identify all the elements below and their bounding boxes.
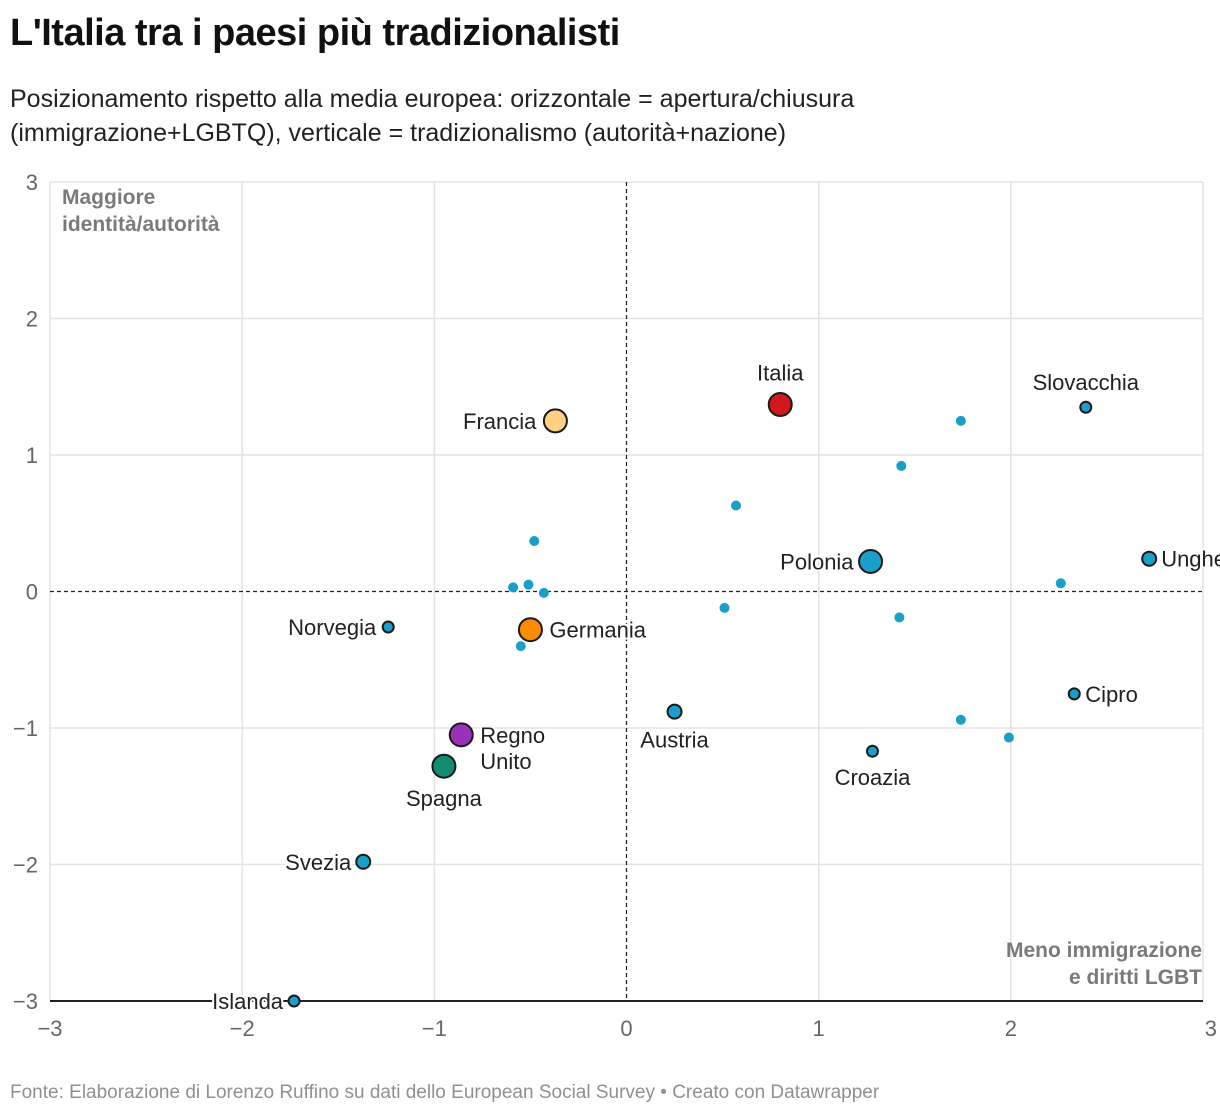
y-tick-label: 0 <box>26 580 38 605</box>
point-label: Spagna <box>406 786 483 811</box>
x-tick-label: −3 <box>37 1016 62 1041</box>
chart-subtitle: Posizionamento rispetto alla media europ… <box>10 85 855 147</box>
point-unlabeled <box>731 500 742 511</box>
point-cipro <box>1067 687 1081 701</box>
point-label: Ungheria <box>1161 547 1220 572</box>
x-tick-label: −1 <box>422 1016 447 1041</box>
point-unlabeled <box>955 714 966 725</box>
point-label: Austria <box>640 728 709 753</box>
y-tick-label: −1 <box>13 716 38 741</box>
point-label: Italia <box>757 360 804 385</box>
point-italia <box>767 391 793 417</box>
point-unlabeled <box>529 535 540 546</box>
x-tick-label: 3 <box>1205 1016 1217 1041</box>
point-francia <box>542 408 568 434</box>
point-unlabeled <box>896 460 907 471</box>
point-label: Islanda <box>212 989 284 1014</box>
point-label: Polonia <box>780 549 854 574</box>
point-labels: Italia Francia Germania Regno Unito Spagna Pol… <box>210 358 1220 1016</box>
point-ungheria <box>1141 550 1158 567</box>
annotation-bottom-right: e diritti LGBT <box>1069 966 1202 989</box>
y-tick-label: −2 <box>13 853 38 878</box>
point-unlabeled <box>894 612 905 623</box>
annotations: Maggiore identità/autorità Meno immigrazio… <box>62 186 1202 989</box>
point-unlabeled <box>508 582 519 593</box>
point-spagna <box>431 753 457 779</box>
point-label: Germania <box>549 618 646 643</box>
point-unlabeled <box>719 602 730 613</box>
point-germania <box>517 617 543 643</box>
annotation-bottom-right: Meno immigrazione <box>1006 939 1202 962</box>
point-unlabeled <box>1003 732 1014 743</box>
x-tick-label: −2 <box>230 1016 255 1041</box>
source-footer: Fonte: Elaborazione di Lorenzo Ruffino s… <box>10 1082 880 1103</box>
point-label: Norvegia <box>288 615 377 640</box>
annotation-top-left: identità/autorità <box>62 213 220 236</box>
point-label: Regno Unito <box>480 723 545 774</box>
point-croazia <box>865 744 879 758</box>
point-slovacchia <box>1079 400 1093 414</box>
point-regno-unito <box>448 722 474 748</box>
point-unlabeled <box>515 641 526 652</box>
scatter-chart: −3 −2 −1 0 1 2 3 3 2 1 0 −1 −2 −3 Maggiore identità/au… <box>13 170 1220 1041</box>
point-unlabeled <box>955 415 966 426</box>
point-label: Slovacchia <box>1033 370 1140 395</box>
data-points <box>287 391 1158 1008</box>
x-tick-label: 1 <box>813 1016 825 1041</box>
point-unlabeled <box>523 579 534 590</box>
point-label: Cipro <box>1085 682 1138 707</box>
y-tick-label: −3 <box>13 989 38 1014</box>
point-islanda <box>287 994 301 1008</box>
annotation-top-left: Maggiore <box>62 186 155 209</box>
point-norvegia <box>381 620 395 634</box>
y-tick-label: 2 <box>26 307 38 332</box>
point-polonia <box>858 548 884 574</box>
point-unlabeled <box>1055 578 1066 589</box>
point-austria <box>666 703 683 720</box>
axes: −3 −2 −1 0 1 2 3 3 2 1 0 −1 −2 −3 <box>13 170 1217 1041</box>
point-label: Francia <box>463 409 537 434</box>
point-unlabeled <box>538 587 549 598</box>
point-label: Svezia <box>285 850 352 875</box>
chart-title: L'Italia tra i paesi più tradizionalisti <box>10 12 620 54</box>
x-tick-label: 2 <box>1005 1016 1017 1041</box>
y-tick-label: 3 <box>26 170 38 195</box>
point-svezia <box>355 853 372 870</box>
point-label: Croazia <box>835 765 912 790</box>
x-tick-label: 0 <box>620 1016 632 1041</box>
y-tick-label: 1 <box>26 443 38 468</box>
